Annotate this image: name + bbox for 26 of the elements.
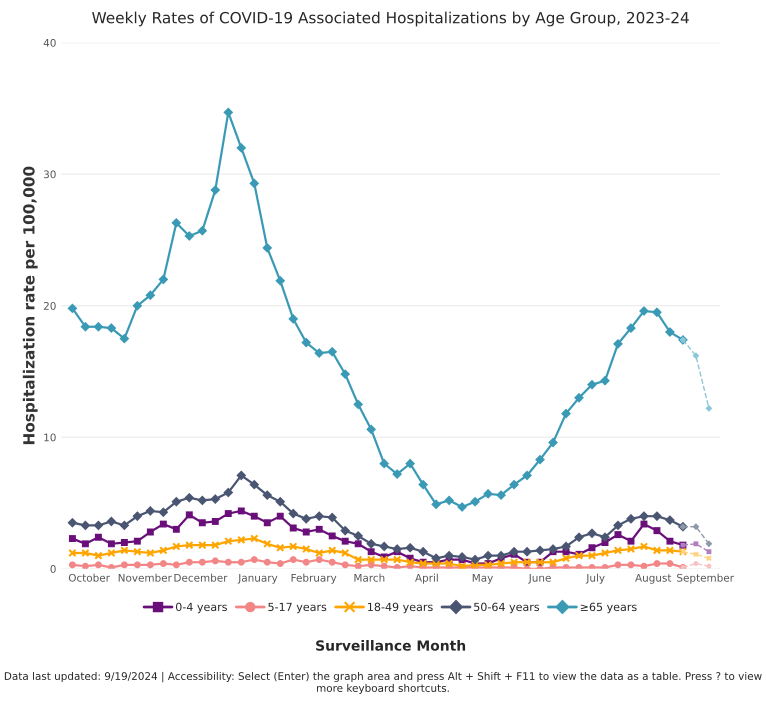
legend-label: 18-49 years	[368, 602, 433, 614]
y-tick-label: 10	[44, 433, 56, 442]
x-tick-label: August	[635, 574, 672, 584]
x-tick-label: September	[677, 574, 734, 584]
x-tick-label: May	[472, 574, 493, 584]
x-tick-label: January	[238, 574, 278, 584]
y-axis-title: Hospitalization rate per 100,000	[22, 166, 38, 444]
legend-label: 0-4 years	[176, 602, 227, 614]
y-tick-label: 40	[44, 38, 56, 47]
x-tick-label: December	[174, 574, 228, 582]
y-tick-label: 20	[44, 302, 56, 310]
text: Data last updated: 9/19/2024 | Accessibility: Select (Enter) the graph area and press Alt + Shift + F11 to view the data as a table. Press ? to view more keyboard shortcuts.	[4, 672, 762, 694]
legend-label: 50-64 years	[474, 602, 540, 614]
legend-label: 5-17 years	[268, 602, 326, 614]
chart-title: Weekly Rates of COVID-19 Associated Hospitalizations by Age Group, 2023-24	[92, 12, 689, 26]
y-tick-label: 30	[44, 170, 56, 178]
x-tick-label: July	[586, 574, 605, 584]
x-tick-label: June	[528, 574, 551, 584]
legend-label: ≥65 years	[580, 602, 637, 614]
x-tick-label: February	[292, 574, 336, 584]
x-axis-title: Surveillance Month	[316, 640, 466, 651]
x-tick-label: March	[354, 574, 384, 582]
x-tick-label: November	[118, 574, 172, 582]
y-tick-label: 0	[50, 565, 56, 573]
x-tick-label: April	[415, 574, 438, 584]
x-tick-label: October	[68, 574, 110, 582]
